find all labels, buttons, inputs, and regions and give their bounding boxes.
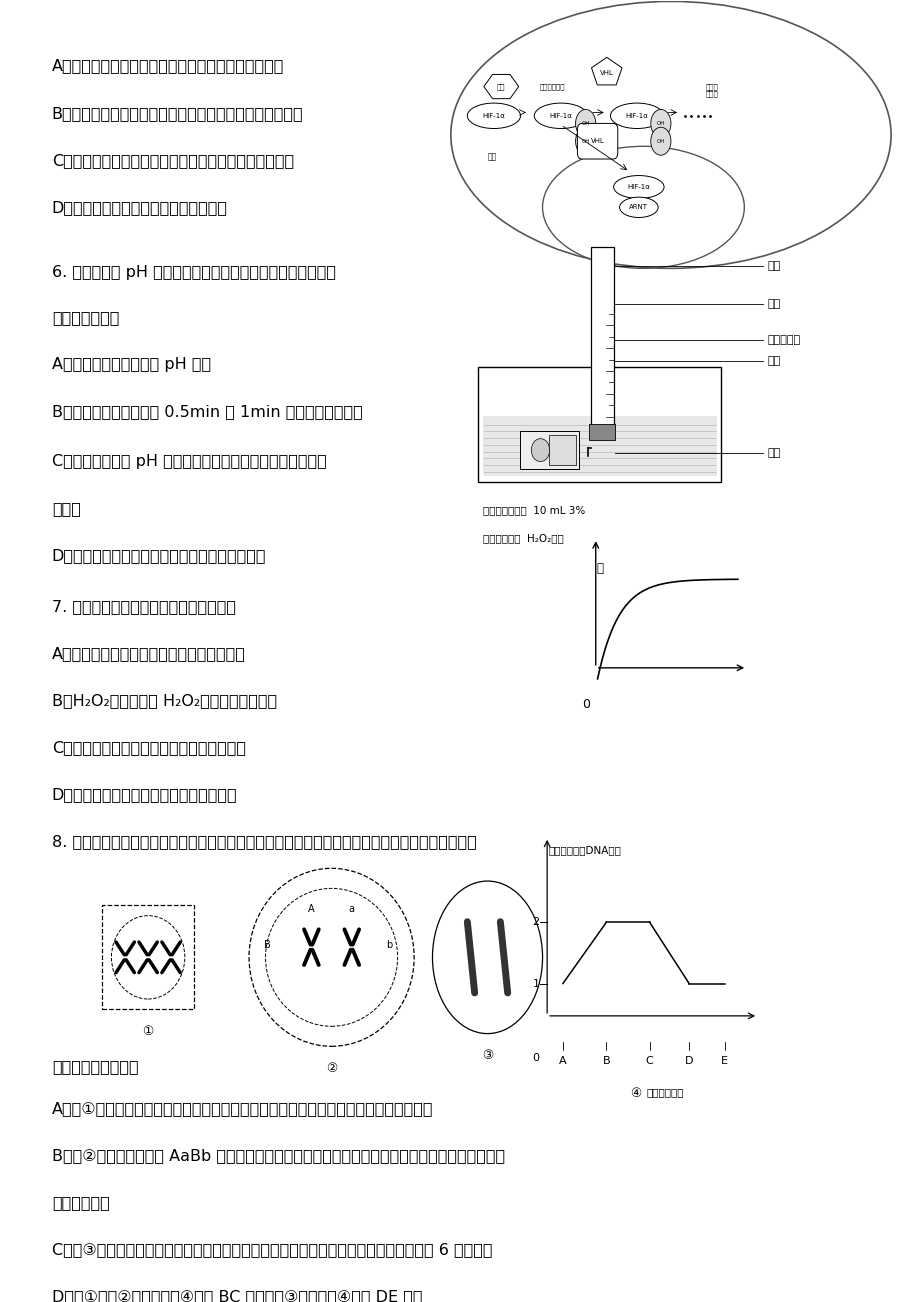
Text: ①: ① — [142, 1025, 153, 1038]
Text: 8. 细胞分裂是生物体一项重要的生命活动，是生物体生长、发育、繁殖和遗传的基础。下列关于图: 8. 细胞分裂是生物体一项重要的生命活动，是生物体生长、发育、繁殖和遗传的基础。… — [51, 835, 476, 849]
Text: VHL: VHL — [590, 138, 604, 145]
Text: D．图①和图②可对应于图④中的 BC 段中，图③对应于图④中的 DE 段中: D．图①和图②可对应于图④中的 BC 段中，图③对应于图④中的 DE 段中 — [51, 1289, 422, 1302]
Text: 1: 1 — [532, 979, 539, 988]
Text: 应小室: 应小室 — [51, 501, 81, 516]
Text: B．图②表示某基因型为 AaBb 的高等雄性动物睾丸里一个正在分裂的细胞，其产生的子细胞的基因: B．图②表示某基因型为 AaBb 的高等雄性动物睾丸里一个正在分裂的细胞，其产生… — [51, 1148, 505, 1163]
Text: ④: ④ — [630, 1087, 641, 1100]
Bar — [519, 431, 579, 469]
Text: ②: ② — [325, 1061, 337, 1074]
Text: 0: 0 — [532, 1052, 539, 1062]
Text: 6. 右图是探究 pH 对过氧化氢酶影响的实验装置，与此实验相: 6. 右图是探究 pH 对过氧化氢酶影响的实验装置，与此实验相 — [51, 264, 335, 280]
Text: A．该实验中的自变量是 pH 大小: A．该实验中的自变量是 pH 大小 — [51, 357, 210, 372]
Ellipse shape — [531, 439, 549, 462]
Text: C．细胞有氧呼吸强度随氧气浓度的变化情况: C．细胞有氧呼吸强度随氧气浓度的变化情况 — [51, 740, 245, 755]
Text: 缺氧: 缺氧 — [487, 152, 496, 161]
Polygon shape — [483, 74, 518, 99]
Text: C．图③是某高等雌性动物体内的一个细胞，在分裂形成此细胞的过程中，细胞内可形成 6 个四分体: C．图③是某高等雌性动物体内的一个细胞，在分裂形成此细胞的过程中，细胞内可形成 … — [51, 1242, 492, 1256]
Text: HIF-1α: HIF-1α — [625, 113, 648, 118]
Ellipse shape — [618, 197, 657, 217]
Text: 型有两种类型: 型有两种类型 — [51, 1195, 109, 1210]
Ellipse shape — [610, 103, 663, 129]
Text: 乙: 乙 — [596, 562, 603, 575]
Text: A．吞噬细胞以此方式吞噬入侵的细菌及衰老的红细胞: A．吞噬细胞以此方式吞噬入侵的细菌及衰老的红细胞 — [51, 59, 284, 74]
Text: 的圆形滤纸片  H₂O₂溶液: 的圆形滤纸片 H₂O₂溶液 — [482, 533, 563, 543]
Text: C．分别测定不同 pH 下生成的气体量时，每次都应该洗净反: C．分别测定不同 pH 下生成的气体量时，每次都应该洗净反 — [51, 454, 326, 469]
Ellipse shape — [534, 103, 587, 129]
Text: D．真光合作用速率随光照强度的变化情况: D．真光合作用速率随光照强度的变化情况 — [51, 786, 237, 802]
Text: D．此过程需要的能量，均由线粒体提供: D．此过程需要的能量，均由线粒体提供 — [51, 199, 228, 215]
Text: 清水: 清水 — [766, 448, 779, 458]
Circle shape — [650, 128, 670, 155]
Text: HIF-1α: HIF-1α — [549, 113, 572, 118]
Bar — [588, 424, 615, 440]
Text: C: C — [645, 1056, 652, 1066]
Text: HIF-1α: HIF-1α — [627, 184, 650, 190]
Text: OH: OH — [581, 139, 589, 143]
Text: 气泡: 气泡 — [766, 299, 779, 309]
Text: B．该实验的检测指标是 0.5min 和 1min 时产生的气泡数量: B．该实验的检测指标是 0.5min 和 1min 时产生的气泡数量 — [51, 405, 362, 419]
Text: OH: OH — [656, 139, 664, 143]
Text: B: B — [264, 940, 270, 949]
Text: A: A — [559, 1056, 566, 1066]
Text: B．大、小分子物质或颗粒性物质都可通过此方式进入细胞: B．大、小分子物质或颗粒性物质都可通过此方式进入细胞 — [51, 105, 303, 121]
Text: OH: OH — [656, 121, 664, 126]
Text: OH: OH — [581, 121, 589, 126]
Text: B．H₂O₂分解速率随 H₂O₂酶浓度变化的情况: B．H₂O₂分解速率随 H₂O₂酶浓度变化的情况 — [51, 693, 277, 708]
Circle shape — [575, 109, 596, 138]
Text: B: B — [602, 1056, 609, 1066]
Text: 2: 2 — [532, 918, 539, 927]
Text: 细胞分裂时期: 细胞分裂时期 — [646, 1087, 684, 1098]
Text: A．植物细胞液浓度随外界溶液浓度变化情况: A．植物细胞液浓度随外界溶液浓度变化情况 — [51, 646, 245, 661]
Text: a: a — [348, 904, 355, 914]
Text: 水槽: 水槽 — [766, 357, 779, 366]
Bar — [102, 905, 194, 1009]
Bar — [590, 246, 613, 427]
Text: 浸过肝脏研磨液  10 mL 3%: 浸过肝脏研磨液 10 mL 3% — [482, 505, 584, 514]
Text: 倒置的量筒: 倒置的量筒 — [766, 335, 800, 345]
Text: VHL: VHL — [599, 69, 613, 76]
Bar — [478, 367, 720, 482]
Text: 蛋白酶
体降解: 蛋白酶 体降解 — [705, 83, 718, 98]
Text: 示的叙述，正确的是: 示的叙述，正确的是 — [51, 1059, 139, 1074]
Text: 气体: 气体 — [766, 260, 779, 271]
Text: ③: ③ — [482, 1049, 493, 1062]
Text: D．该实验的检测指标是反应结束后生成的气体量: D．该实验的检测指标是反应结束后生成的气体量 — [51, 548, 266, 562]
Text: E: E — [720, 1056, 727, 1066]
FancyBboxPatch shape — [577, 124, 617, 159]
Text: HIF-1α: HIF-1α — [482, 113, 505, 118]
Text: 关叙述错误的是: 关叙述错误的是 — [51, 310, 119, 326]
Text: ARNT: ARNT — [629, 204, 648, 211]
Circle shape — [575, 128, 596, 155]
Bar — [482, 417, 716, 475]
Text: D: D — [684, 1056, 693, 1066]
Text: 脯氨酸羟化酶: 脯氨酸羟化酶 — [539, 83, 564, 90]
Bar — [549, 435, 575, 465]
Text: A．图①表示某植株的一个正在进行有丝分裂的细胞，其下一个时期主要进行着丝粒分裂: A．图①表示某植株的一个正在进行有丝分裂的细胞，其下一个时期主要进行着丝粒分裂 — [51, 1101, 433, 1116]
Text: 7. 如图的数学模型能表示的生物学含义是: 7. 如图的数学模型能表示的生物学含义是 — [51, 599, 235, 613]
Ellipse shape — [613, 176, 664, 198]
Text: 常氧: 常氧 — [496, 83, 505, 90]
Polygon shape — [591, 57, 621, 85]
Text: b: b — [386, 940, 392, 949]
Circle shape — [650, 109, 670, 138]
Text: 每条染色体上DNA含量: 每条染色体上DNA含量 — [549, 845, 621, 855]
Text: C．此过程为胞吞过程，未能体现出细胞膜具有选择透性: C．此过程为胞吞过程，未能体现出细胞膜具有选择透性 — [51, 152, 294, 168]
Text: 0: 0 — [582, 698, 590, 711]
Text: A: A — [308, 904, 314, 914]
Ellipse shape — [467, 103, 520, 129]
